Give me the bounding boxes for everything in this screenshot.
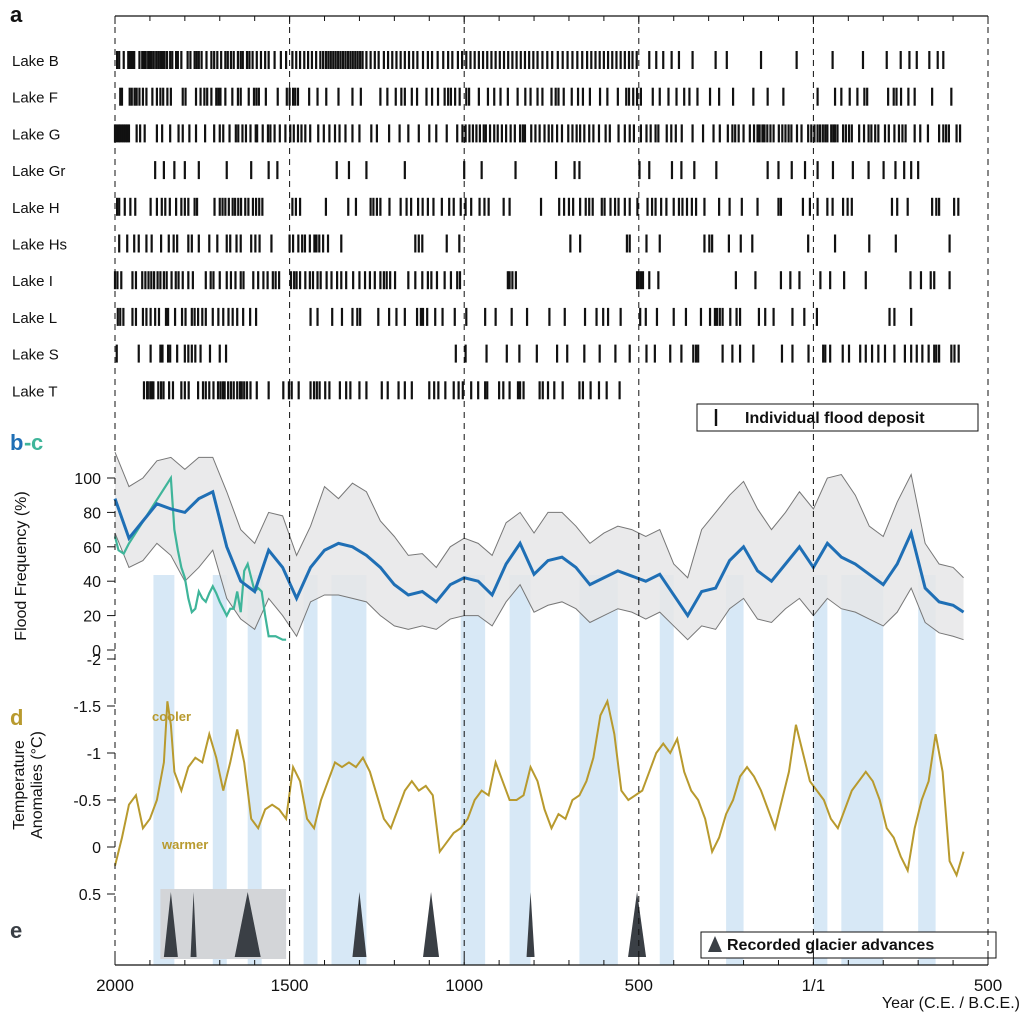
lake-label: Lake L: [12, 310, 57, 327]
lake-label: Lake F: [12, 90, 58, 107]
lake-label: Lake G: [12, 126, 60, 143]
highlight-band: [918, 575, 936, 965]
panel-d-temperature: -2 -1.5 -1 -0.5 0 0.5 Temperature Anomalies (°C…: [11, 652, 965, 904]
y-axis-label-d-line1: Temperature: [11, 740, 28, 830]
panel-letter-e: e: [10, 918, 22, 943]
glacier-advance-triangle: [628, 892, 647, 957]
y-tick-label-d: 0.5: [79, 887, 101, 904]
panel-letter-dash: -: [24, 430, 31, 455]
x-tick-label: 1000: [445, 976, 483, 995]
envelope-upper-line: [114, 452, 964, 579]
highlight-band: [247, 575, 262, 965]
highlight-band: [841, 575, 884, 965]
legend-glacier-icon: [708, 936, 722, 952]
highlight-bands: [153, 575, 936, 965]
glacier-advance-triangle: [423, 892, 440, 957]
panel-bc-flood-frequency: 100 80 60 40 20 0 Flood Frequency (%): [13, 452, 965, 660]
lake-label: Lake Hs: [12, 237, 67, 254]
highlight-band: [331, 575, 367, 965]
x-tick-label: 1500: [271, 976, 309, 995]
y-tick-label-b: 20: [83, 609, 101, 626]
y-axis-label-d-line2: Anomalies (°C): [29, 731, 46, 839]
legend-glacier-text: Recorded glacier advances: [727, 937, 934, 954]
y-tick-label-d: -2: [87, 652, 101, 669]
y-tick-label-b: 60: [83, 540, 101, 557]
y-tick-label-d: -1.5: [73, 699, 101, 716]
highlight-band: [813, 575, 828, 965]
y-tick-label-d: -1: [87, 746, 101, 763]
y-tick-label-b: 0: [92, 643, 101, 660]
glacier-advance-triangle: [234, 892, 261, 957]
x-tick-label: 500: [625, 976, 653, 995]
y-tick-label-b: 100: [74, 471, 101, 488]
y-tick-label-d: 0: [92, 840, 101, 857]
glacier-advance-triangle: [163, 892, 178, 957]
legend-flood-text: Individual flood deposit: [745, 410, 925, 427]
lake-label: Lake I: [12, 273, 53, 290]
glacier-shaded-period: [160, 889, 287, 959]
panel-letter-a: a: [10, 2, 23, 27]
glacier-advance-triangle: [352, 892, 367, 957]
highlight-band: [659, 575, 674, 965]
glacier-advance-triangle: [190, 892, 197, 957]
highlight-band: [153, 575, 175, 965]
panel-letter-c: c: [31, 430, 43, 455]
panel-letter-d: d: [10, 705, 23, 730]
x-tick-label: 500: [974, 976, 1002, 995]
x-axis-label: Year (C.E. / B.C.E.): [882, 995, 1020, 1012]
annotation-cooler: cooler: [152, 709, 191, 724]
highlight-band: [579, 575, 618, 965]
highlight-band: [726, 575, 744, 965]
panel-a-flood-deposits: Lake B Lake F Lake G Lake Gr Lake H Lake Hs La…: [12, 51, 979, 432]
y-tick-label-d: -0.5: [73, 793, 101, 810]
lake-label: Lake B: [12, 53, 59, 70]
x-tick-label: 1/1: [802, 976, 826, 995]
highlight-band: [460, 575, 486, 965]
annotation-warmer: warmer: [161, 837, 208, 852]
y-tick-label-b: 80: [83, 505, 101, 522]
glacier-advance-triangle: [526, 892, 535, 957]
legend-box-e: [700, 931, 997, 959]
lake-label: Lake Gr: [12, 163, 65, 180]
series-b-line: [113, 489, 965, 619]
x-tick-label: 2000: [96, 976, 134, 995]
series-c-line: [113, 474, 287, 641]
temperature-line: [114, 698, 965, 878]
panel-letter-b: b: [10, 430, 23, 455]
legend-box-a: [696, 403, 979, 432]
envelope-lower-line: [114, 532, 964, 641]
lake-label: Lake S: [12, 347, 59, 364]
lake-label: Lake T: [12, 383, 58, 400]
highlight-band: [303, 575, 318, 965]
panel-e-glacier: Recorded glacier advances: [160, 889, 997, 959]
envelope-area: [115, 452, 964, 640]
y-tick-label-b: 40: [83, 574, 101, 591]
lake-label: Lake H: [12, 200, 60, 217]
highlight-band: [509, 575, 531, 965]
y-axis-label-b: Flood Frequency (%): [13, 491, 30, 640]
